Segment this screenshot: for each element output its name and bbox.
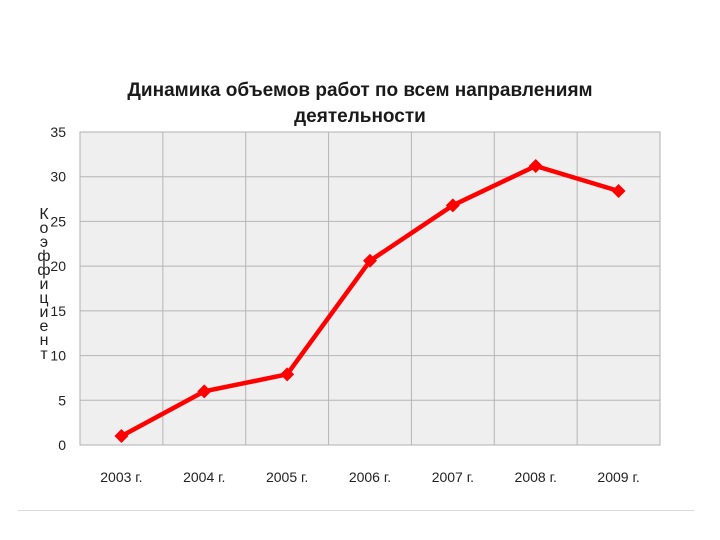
y-tick-label: 0 (58, 437, 66, 453)
y-tick-label: 10 (50, 348, 66, 364)
data-point-marker (363, 253, 377, 268)
series-group (114, 158, 626, 444)
data-point-marker (528, 158, 543, 173)
data-point-marker (197, 384, 212, 399)
y-tick-label: 15 (50, 303, 66, 319)
x-tick-label: 2004 г. (183, 469, 225, 485)
chart-title: Динамика объемов работ по всем направлен… (127, 80, 593, 127)
plot-area (79, 131, 661, 446)
x-tick-label: 2003 г. (100, 469, 142, 485)
x-tick-label: 2008 г. (515, 469, 557, 485)
y-tick-label: 25 (50, 213, 66, 229)
data-point-marker (280, 367, 295, 382)
x-tick-label: 2006 г. (349, 469, 391, 485)
x-tick-label: 2007 г. (432, 469, 474, 485)
y-axis-ticks: 0 5 10 15 20 25 30 35 (50, 124, 66, 453)
x-axis-ticks: 2003 г. 2004 г. 2005 г. 2006 г. 2007 г. 2008 … (100, 469, 639, 485)
divider (18, 510, 694, 511)
x-tick-label: 2005 г. (266, 469, 308, 485)
data-point-marker (445, 198, 460, 213)
grid-lines (80, 132, 660, 445)
y-tick-label: 20 (50, 258, 66, 274)
data-point-marker (611, 184, 626, 199)
y-tick-label: 5 (58, 392, 66, 408)
x-tick-label: 2009 г. (597, 469, 639, 485)
y-axis-label: Коэффициент (37, 206, 51, 363)
y-tick-label: 35 (50, 124, 66, 140)
y-tick-label: 30 (50, 169, 66, 185)
data-point-marker (114, 429, 129, 444)
